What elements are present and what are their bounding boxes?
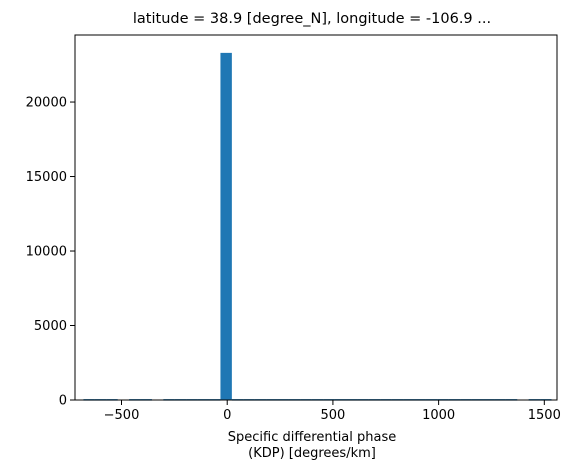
x-tick-label: 1500 bbox=[528, 408, 561, 423]
x-tick-label: 500 bbox=[320, 408, 345, 423]
chart-title: latitude = 38.9 [degree_N], longitude = … bbox=[133, 11, 491, 27]
y-tick-label: 20000 bbox=[26, 96, 67, 111]
plot-frame bbox=[74, 34, 558, 401]
x-axis-label-line-2: (KDP) [degrees/km] bbox=[248, 446, 376, 461]
y-tick-label: 0 bbox=[59, 394, 67, 409]
y-tick-label: 10000 bbox=[26, 245, 67, 260]
x-axis-ticks: −500 0 500 1000 1500 bbox=[104, 400, 561, 423]
y-tick-label: 5000 bbox=[34, 319, 67, 334]
histogram-bar bbox=[220, 52, 232, 400]
y-axis-ticks: 0 5000 10000 15000 20000 bbox=[26, 96, 75, 409]
x-axis-label-line-1: Specific differential phase bbox=[228, 430, 397, 445]
histogram-bars bbox=[83, 52, 552, 401]
x-tick-label: 0 bbox=[223, 408, 231, 423]
x-tick-label: −500 bbox=[104, 408, 140, 423]
y-tick-label: 15000 bbox=[26, 170, 67, 185]
x-tick-label: 1000 bbox=[422, 408, 455, 423]
